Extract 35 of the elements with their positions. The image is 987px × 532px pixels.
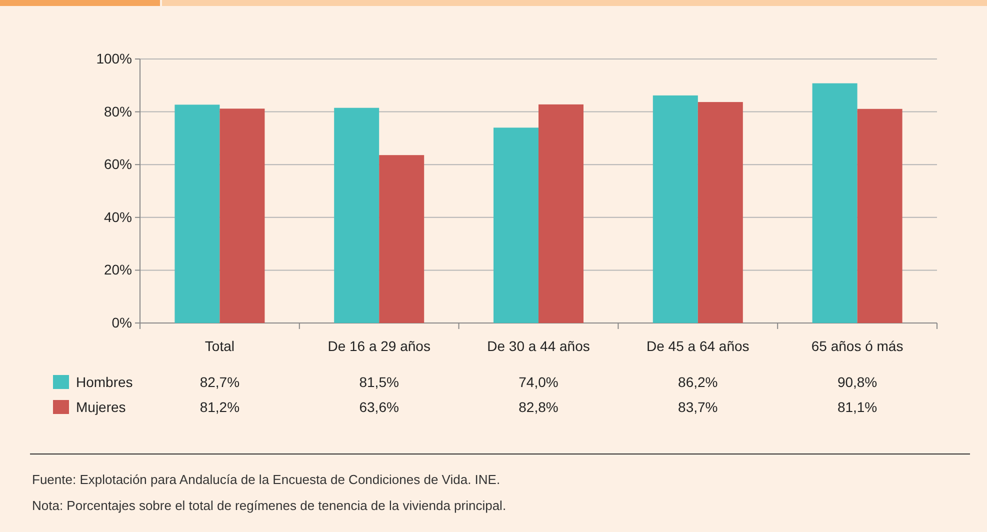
legend-label: Hombres	[76, 374, 133, 390]
bar	[698, 102, 743, 323]
bar	[494, 128, 538, 323]
y-tick-label: 60%	[104, 156, 132, 172]
data-label: 74,0%	[518, 374, 558, 390]
x-tick-label: De 30 a 44 años	[487, 338, 590, 354]
data-label: 81,5%	[359, 374, 399, 390]
x-tick-label: 65 años ó más	[811, 338, 904, 354]
data-label: 81,2%	[200, 399, 240, 415]
data-label: 90,8%	[837, 374, 878, 390]
bar	[220, 108, 265, 323]
bar	[857, 108, 902, 323]
bar	[334, 108, 380, 323]
y-tick-label: 80%	[104, 103, 132, 120]
y-tick-label: 20%	[104, 262, 132, 278]
data-label: 83,7%	[678, 399, 718, 415]
legend-label: Mujeres	[76, 399, 126, 415]
bar	[379, 155, 424, 323]
x-tick-label: De 45 a 64 años	[646, 338, 750, 354]
bar	[652, 95, 698, 323]
data-label: 82,8%	[518, 399, 558, 415]
x-tick-label: Total	[204, 338, 234, 354]
source-note: Fuente: Explotación para Andalucía de la Encuesta de Condiciones de Vida. INE.	[32, 472, 500, 487]
data-label: 86,2%	[678, 374, 718, 390]
text: Nota: Porcentajes sobre el total de regímenes de tenencia de la vivienda principal.	[32, 498, 506, 513]
y-tick-label: 40%	[104, 208, 132, 225]
bar	[538, 104, 584, 323]
data-label: 63,6%	[359, 399, 399, 415]
bar	[812, 83, 858, 323]
x-tick-label: De 16 a 29 años	[328, 338, 430, 354]
data-label: 81,1%	[837, 399, 878, 415]
y-tick-label: 0%	[112, 314, 132, 330]
data-label: 82,7%	[200, 374, 240, 390]
y-tick-label: 100%	[96, 50, 132, 66]
bar	[174, 104, 220, 323]
